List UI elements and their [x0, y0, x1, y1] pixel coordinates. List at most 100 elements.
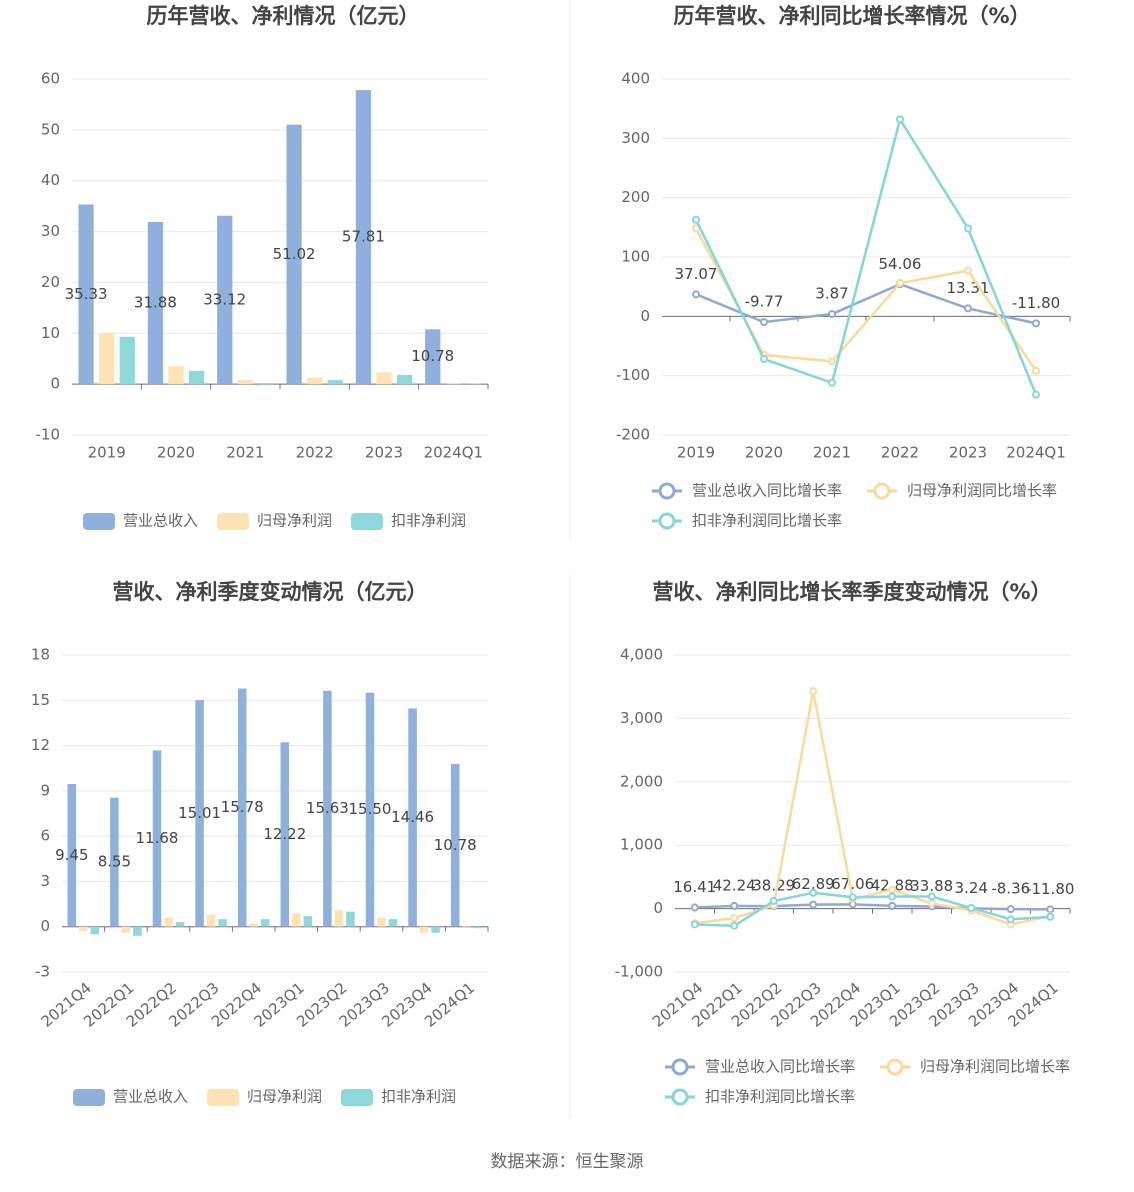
point — [769, 896, 778, 905]
data-label: 12.22 — [263, 825, 306, 843]
y-tick-label: 12 — [31, 736, 50, 754]
point — [888, 892, 897, 901]
legend-label: 营业总收入同比增长率 — [705, 1058, 855, 1076]
bar — [188, 370, 205, 385]
data-label: 13.31 — [947, 279, 990, 297]
bar — [260, 919, 270, 927]
data-label: 57.81 — [342, 228, 385, 246]
legend-label: 归母净利润同比增长率 — [920, 1058, 1070, 1076]
point — [730, 914, 739, 923]
bar — [377, 917, 386, 927]
legend-label: 归母净利润 — [257, 512, 332, 530]
x-tick-label: 2021 — [813, 444, 851, 462]
data-label: -8.36 — [991, 880, 1030, 898]
data-label: 10.78 — [434, 836, 477, 854]
legend-marker — [671, 1088, 689, 1106]
bar — [168, 366, 184, 385]
legend-swatch — [207, 1089, 239, 1106]
line — [694, 116, 1038, 396]
bar — [307, 377, 323, 385]
bar — [346, 911, 355, 927]
data-label: 16.41 — [673, 878, 716, 896]
x-tick-label: 2020 — [157, 444, 195, 462]
y-tick-label: 10 — [41, 324, 60, 342]
point — [927, 899, 936, 908]
data-label: 9.45 — [55, 846, 88, 864]
y-tick-label: 400 — [621, 70, 650, 88]
x-tick-label: 2021 — [226, 444, 264, 462]
legend-label: 扣非净利润同比增长率 — [705, 1088, 855, 1106]
point — [730, 921, 739, 930]
point — [690, 903, 699, 912]
bar — [425, 329, 441, 385]
bar — [258, 384, 274, 386]
bar — [67, 784, 77, 927]
point — [964, 224, 972, 233]
bar — [90, 926, 100, 935]
point — [896, 115, 904, 124]
line — [694, 903, 1051, 911]
y-tick-label: 3,000 — [620, 709, 663, 727]
bar — [237, 380, 253, 385]
bar — [79, 926, 88, 932]
legend-label: 归母净利润同比增长率 — [907, 482, 1057, 500]
legend-marker — [658, 512, 676, 530]
point — [1032, 366, 1040, 375]
bar — [473, 926, 483, 929]
data-label: 11.68 — [136, 829, 179, 847]
data-label: 15.63 — [306, 799, 349, 817]
line — [695, 282, 1037, 325]
bar — [388, 919, 398, 927]
data-label: 51.02 — [273, 245, 316, 263]
data-label: -11.80 — [1012, 294, 1060, 312]
y-tick-label: -3 — [35, 963, 50, 981]
data-label: 35.33 — [65, 285, 108, 303]
bar — [217, 215, 233, 385]
bar — [175, 922, 185, 927]
x-tick-label: 2019 — [677, 444, 715, 462]
point — [809, 888, 818, 897]
point — [888, 885, 897, 894]
data-label: 15.78 — [221, 798, 264, 816]
point — [809, 687, 818, 696]
bar — [119, 336, 135, 385]
data-label: 38.29 — [752, 877, 795, 895]
bar — [286, 124, 302, 385]
bar — [195, 700, 204, 927]
bar — [303, 916, 313, 927]
legend-marker — [873, 482, 891, 500]
y-tick-label: 0 — [50, 375, 60, 393]
bar — [237, 688, 247, 927]
chart-title: 营收、净利同比增长率季度变动情况（%） — [652, 580, 1051, 604]
y-tick-label: 18 — [31, 646, 50, 664]
y-tick-label: -10 — [36, 426, 61, 444]
chart-title: 历年营收、净利情况（亿元） — [147, 4, 420, 28]
y-tick-label: 9 — [40, 781, 50, 799]
point — [809, 900, 818, 909]
bar — [99, 333, 115, 385]
point — [896, 279, 904, 288]
legend-marker — [886, 1058, 904, 1076]
x-tick-label: 2022 — [881, 444, 919, 462]
legend-label: 扣非净利润 — [381, 1088, 456, 1106]
point — [692, 215, 700, 224]
data-label: 62.89 — [792, 875, 835, 893]
point — [888, 901, 897, 910]
data-label: 15.01 — [178, 804, 221, 822]
bar — [292, 913, 301, 927]
legend-swatch — [83, 513, 115, 530]
x-tick-label: 2023 — [949, 444, 987, 462]
legend-label: 扣非净利润同比增长率 — [692, 512, 842, 530]
bar — [323, 690, 332, 927]
legend-swatch — [351, 513, 383, 530]
bar — [396, 374, 413, 385]
x-tick-label: 2022 — [296, 444, 334, 462]
point — [927, 892, 936, 901]
bar — [419, 926, 429, 933]
y-tick-label: 3 — [40, 872, 50, 890]
point — [1032, 319, 1040, 328]
y-tick-label: -200 — [616, 426, 650, 444]
y-tick-label: 4,000 — [620, 646, 663, 664]
data-label: 54.06 — [879, 255, 922, 273]
legend-marker — [658, 482, 676, 500]
